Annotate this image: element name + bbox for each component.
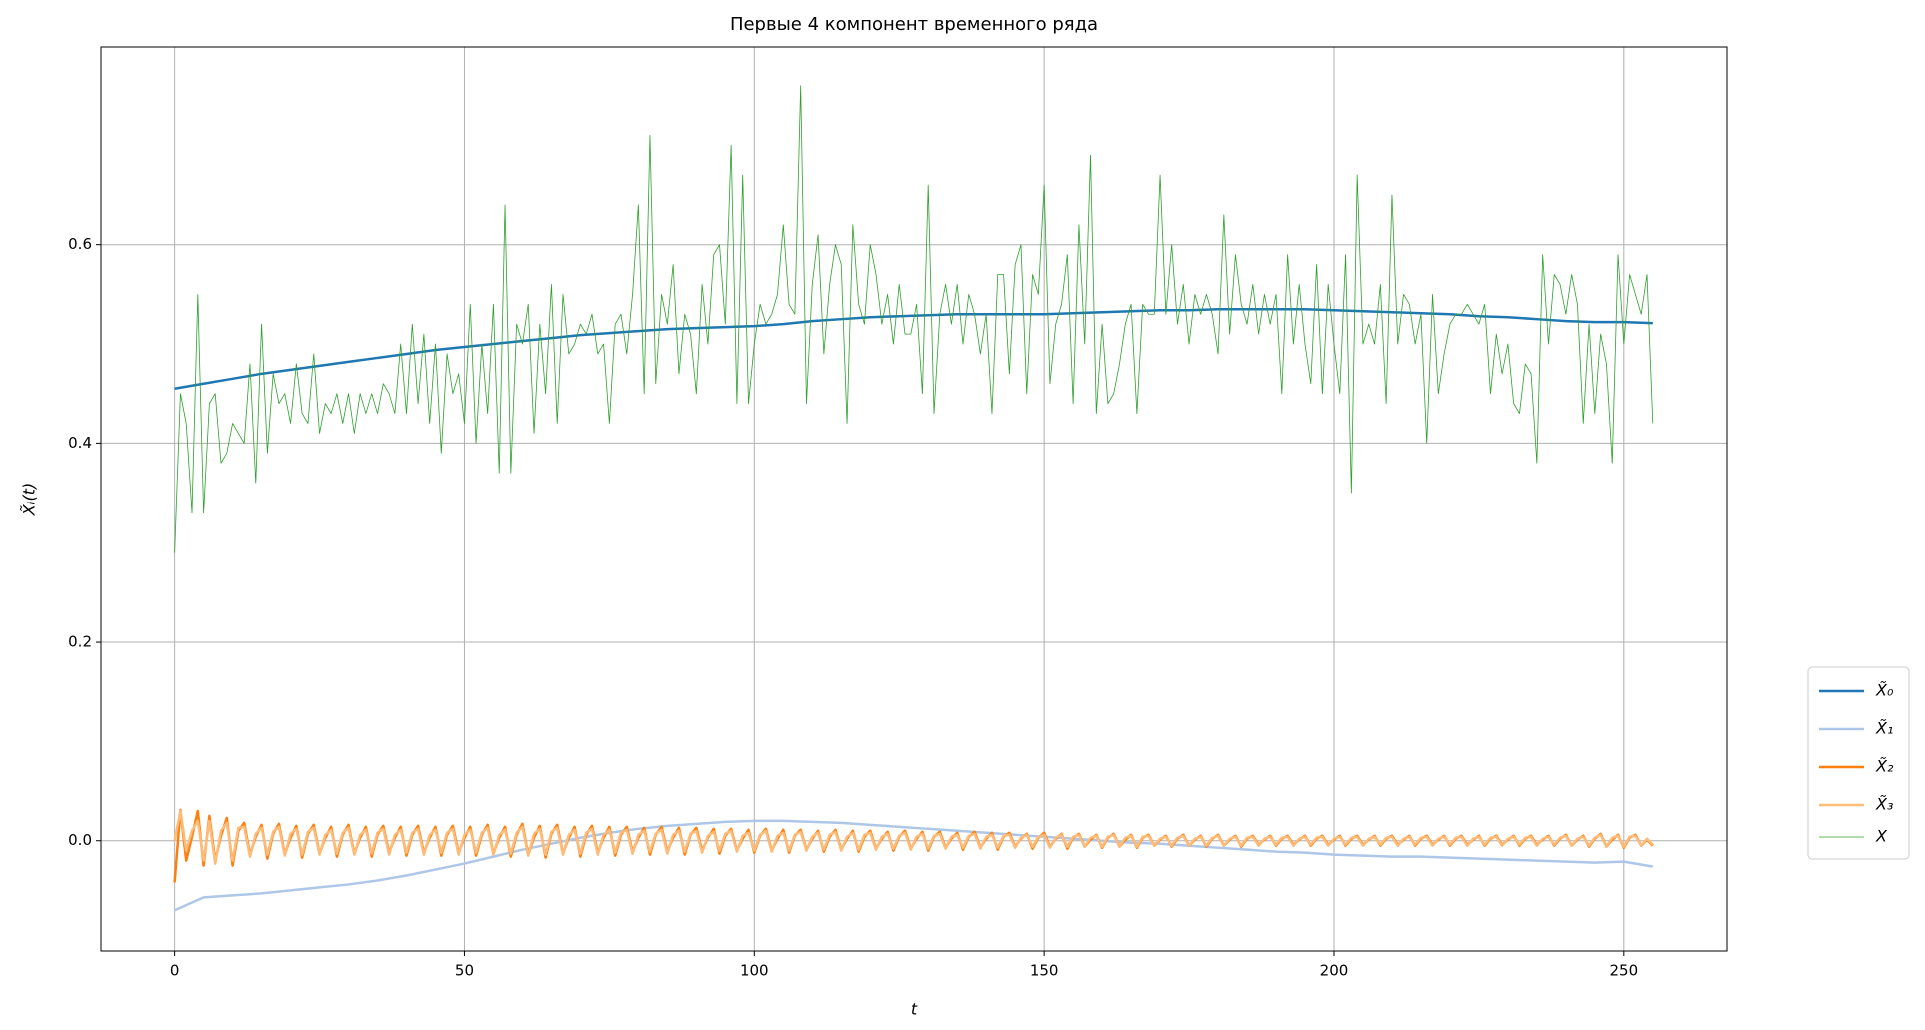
legend-label: X bbox=[1875, 827, 1888, 846]
y-tick-label: 0.4 bbox=[68, 434, 92, 452]
plot-frame bbox=[100, 46, 1728, 952]
y-tick-label: 0.6 bbox=[68, 235, 92, 253]
x-tick-label: 0 bbox=[170, 962, 180, 980]
legend-label: X̃₀ bbox=[1875, 681, 1894, 700]
legend-box bbox=[1807, 666, 1910, 860]
series-line bbox=[174, 85, 1654, 553]
y-tick-label: 0.0 bbox=[68, 831, 92, 849]
x-tick-label: 250 bbox=[1609, 962, 1638, 980]
series-line bbox=[174, 308, 1653, 390]
x-tick-label: 200 bbox=[1320, 962, 1349, 980]
x-axis-label: t bbox=[911, 1000, 918, 1019]
series-line bbox=[173, 809, 1654, 865]
x-tick-label: 50 bbox=[455, 962, 474, 980]
y-axis-label: X̃ᵢ(t) bbox=[20, 483, 39, 517]
series-line bbox=[174, 819, 1654, 912]
y-tick-label: 0.2 bbox=[68, 633, 92, 651]
x-tick-label: 150 bbox=[1030, 962, 1059, 980]
chart-title: Первые 4 компонент временного ряда bbox=[730, 14, 1098, 35]
legend-label: X̃₂ bbox=[1875, 757, 1894, 776]
legend-label: X̃₁ bbox=[1875, 719, 1893, 738]
legend-label: X̃₃ bbox=[1875, 795, 1893, 814]
x-tick-label: 100 bbox=[740, 962, 769, 980]
